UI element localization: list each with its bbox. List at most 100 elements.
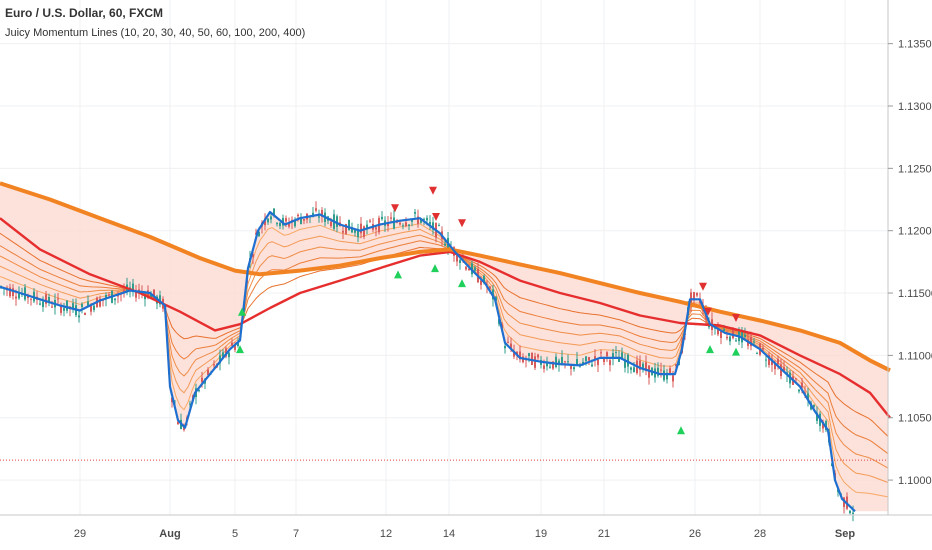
up-signal-marker (706, 345, 714, 354)
down-signal-marker (432, 212, 440, 221)
candle-body (723, 329, 725, 331)
candle-body (732, 327, 734, 339)
candle-body (621, 352, 623, 360)
candle-body (576, 359, 578, 365)
y-tick-label: 1.13000 (898, 101, 932, 113)
candle-body (330, 221, 332, 227)
candle-body (279, 222, 281, 227)
candle-body (600, 352, 602, 354)
candle-body (363, 226, 365, 237)
candle-body (177, 421, 179, 425)
candle-body (288, 223, 290, 227)
up-signal-marker (236, 345, 244, 354)
candle-body (201, 377, 203, 383)
candle-body (267, 218, 269, 223)
candle-body (189, 403, 191, 405)
candle-body (114, 298, 116, 301)
candle-body (633, 367, 635, 373)
candle-body (465, 266, 467, 270)
candle-body (468, 268, 470, 271)
candle-body (405, 222, 407, 226)
candle-body (366, 224, 368, 229)
candle-body (219, 355, 221, 364)
candle-body (12, 288, 14, 296)
down-signal-marker (429, 186, 437, 195)
candle-body (225, 348, 227, 357)
candle-body (615, 352, 617, 354)
candle-body (9, 287, 11, 297)
candle-body (18, 293, 20, 299)
indicator-legend: Juicy Momentum Lines (10, 20, 30, 40, 50… (5, 27, 305, 39)
x-tick-label: 12 (380, 528, 392, 540)
candle-body (270, 216, 272, 220)
up-signal-marker (238, 307, 246, 316)
price-axis[interactable]: 1.10000 1.10500 1.11000 1.11500 1.12000 1.125… (888, 39, 932, 487)
candle-body (294, 220, 296, 227)
up-signal-marker (677, 426, 685, 435)
candle-body (273, 208, 275, 215)
candle-body (429, 221, 431, 225)
candle-body (537, 354, 539, 358)
x-tick-label: 26 (689, 528, 701, 540)
candle-body (645, 362, 647, 371)
y-tick-label: 1.10000 (898, 475, 932, 487)
up-signal-marker (732, 347, 740, 356)
down-signal-marker (458, 219, 466, 228)
candle-body (816, 412, 818, 421)
candle-body (663, 370, 665, 381)
candle-body (42, 301, 44, 307)
candle-body (573, 367, 575, 370)
candle-body (669, 368, 671, 375)
candle-body (276, 223, 278, 225)
candle-body (507, 341, 509, 343)
candle-body (438, 225, 440, 227)
candle-body (504, 345, 506, 349)
candle-body (510, 343, 512, 349)
candle-body (60, 304, 62, 313)
candle-body (660, 369, 662, 371)
candle-body (321, 209, 323, 217)
candle-body (546, 361, 548, 367)
candle-body (609, 360, 611, 366)
y-tick-label: 1.11500 (898, 288, 932, 300)
candle-body (456, 251, 458, 262)
x-tick-label: 21 (598, 528, 610, 540)
candle-body (729, 336, 731, 342)
candle-body (348, 219, 350, 231)
candle-body (639, 360, 641, 370)
y-tick-label: 1.10500 (898, 413, 932, 425)
candle-body (543, 365, 545, 369)
candle-body (30, 298, 32, 300)
up-signal-marker (394, 270, 402, 279)
candle-body (768, 355, 770, 366)
candle-body (606, 352, 608, 357)
candle-body (90, 305, 92, 312)
candle-body (93, 305, 95, 311)
candle-body (849, 510, 851, 514)
candle-body (51, 306, 53, 308)
candle-body (519, 351, 521, 360)
candle-body (534, 356, 536, 368)
candle-body (531, 353, 533, 365)
candle-body (720, 330, 722, 338)
candle-body (381, 216, 383, 220)
candle-body (222, 352, 224, 359)
time-axis[interactable]: 29 Aug 5 7 12 14 19 21 26 28 Sep (74, 528, 855, 540)
candle-body (459, 260, 461, 263)
candle-body (45, 294, 47, 304)
series-line-0 (0, 217, 891, 419)
candle-body (72, 303, 74, 310)
candle-body (594, 356, 596, 360)
candle-body (153, 289, 155, 297)
candle-body (642, 363, 644, 369)
candle-body (528, 353, 530, 357)
candle-body (159, 295, 161, 305)
candle-body (252, 254, 254, 257)
candle-body (777, 358, 779, 365)
candle-body (552, 361, 554, 369)
candle-body (342, 230, 344, 233)
candle-body (753, 341, 755, 343)
candle-body (618, 357, 620, 362)
